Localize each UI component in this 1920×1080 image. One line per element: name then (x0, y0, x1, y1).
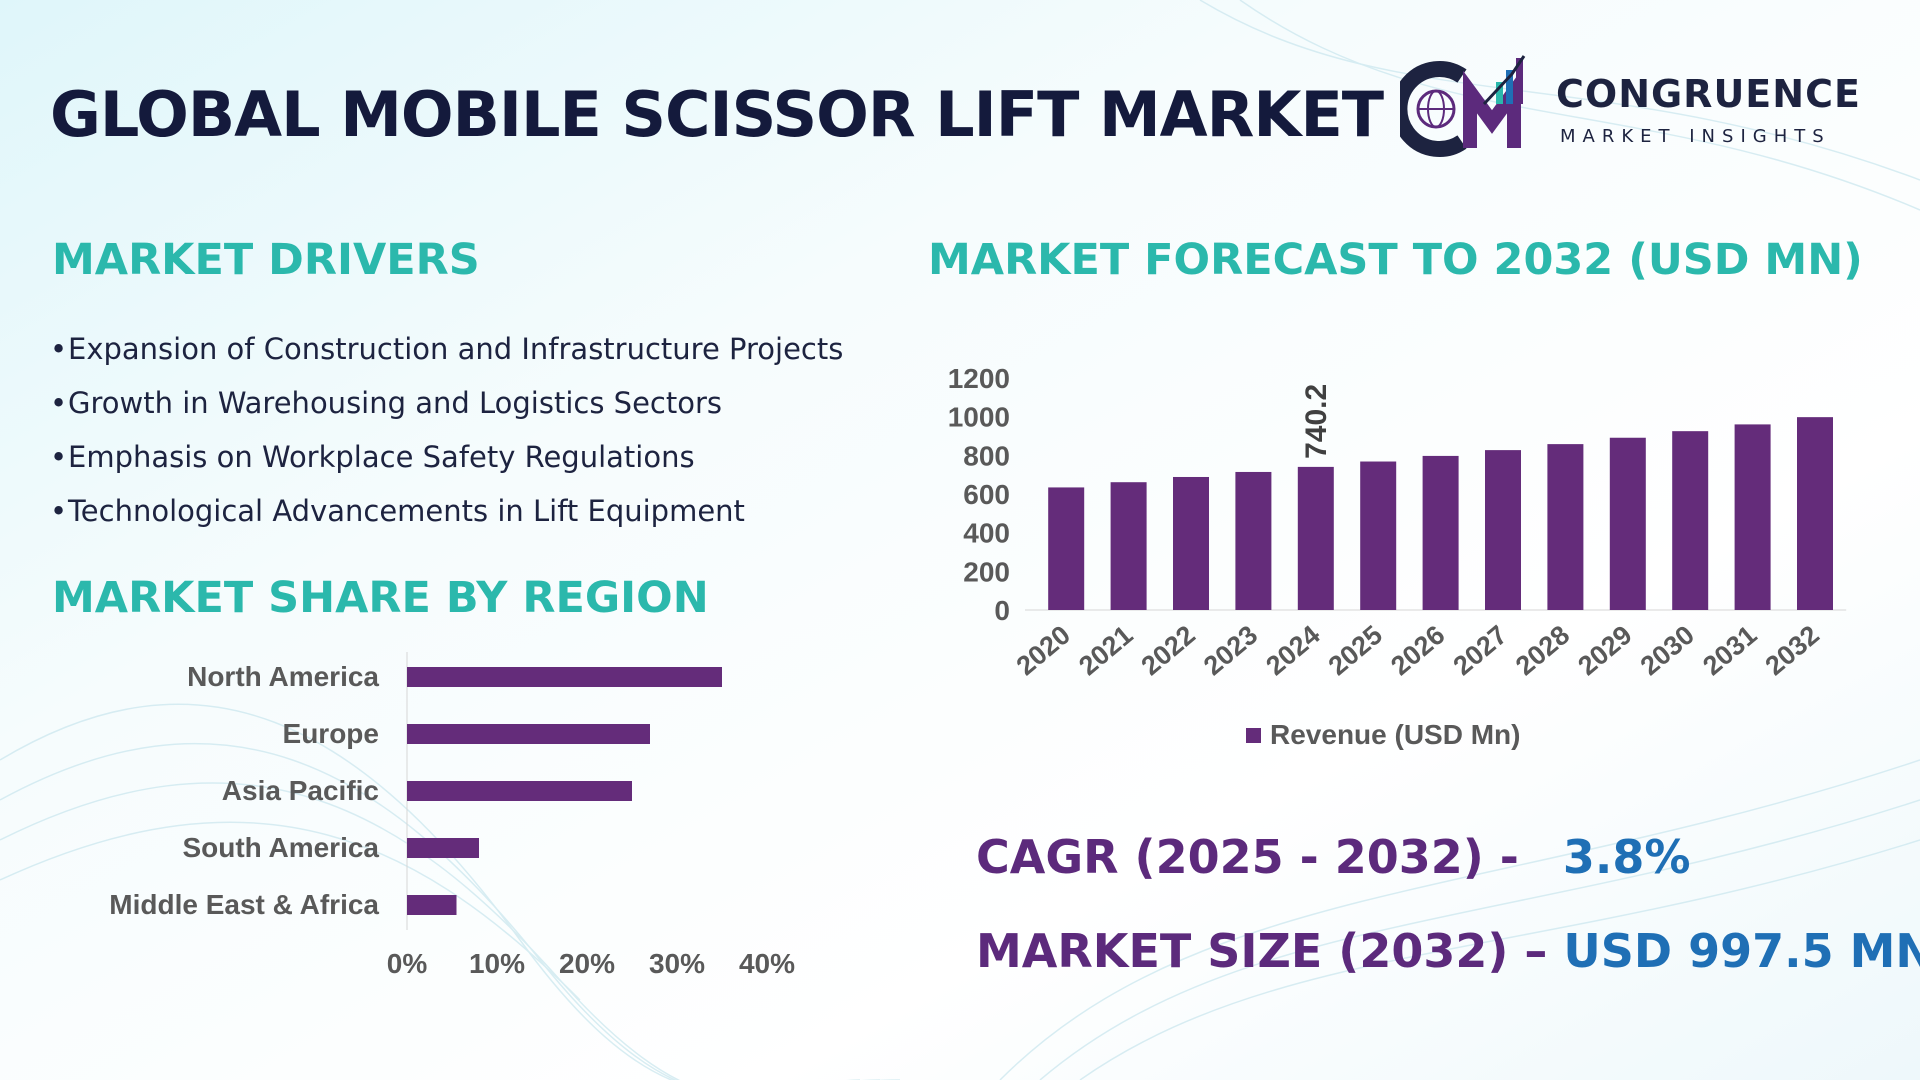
forecast-bar (1110, 482, 1147, 610)
forecast-x-tick-label: 2020 (1011, 620, 1076, 682)
forecast-chart: 0200400600800100012002020202120222023202… (948, 363, 1847, 750)
region-heading: MARKET SHARE BY REGION (52, 573, 709, 623)
forecast-bar (1609, 437, 1646, 610)
forecast-bar (1297, 466, 1334, 610)
region-category-label: North America (187, 661, 379, 692)
region-bar (407, 895, 457, 915)
forecast-x-tick-label: 2021 (1073, 620, 1138, 682)
region-bar (407, 838, 479, 858)
forecast-x-tick-label: 2022 (1136, 620, 1201, 682)
market-size-stat: MARKET SIZE (2032) – USD 997.5 MN (976, 924, 1920, 978)
driver-item: •Technological Advancements in Lift Equi… (50, 494, 745, 528)
driver-text: Growth in Warehousing and Logistics Sect… (68, 386, 723, 420)
region-x-tick-label: 30% (649, 948, 705, 979)
forecast-y-tick-label: 1200 (948, 363, 1010, 394)
drivers-list: •Expansion of Construction and Infrastru… (50, 322, 843, 538)
driver-text: Technological Advancements in Lift Equip… (68, 494, 745, 528)
region-category-label: Asia Pacific (222, 775, 379, 806)
region-category-label: South America (182, 832, 379, 863)
region-x-tick-label: 0% (387, 948, 428, 979)
forecast-bar (1360, 461, 1397, 610)
driver-item: •Expansion of Construction and Infrastru… (50, 332, 844, 366)
forecast-x-tick-label: 2032 (1760, 620, 1825, 682)
forecast-x-tick-label: 2025 (1323, 620, 1388, 682)
drivers-heading: MARKET DRIVERS (52, 235, 480, 285)
driver-text: Expansion of Construction and Infrastruc… (68, 332, 844, 366)
forecast-x-tick-label: 2028 (1510, 620, 1575, 682)
forecast-y-tick-label: 200 (963, 556, 1010, 587)
driver-item: •Emphasis on Workplace Safety Regulation… (50, 440, 695, 474)
forecast-bar (1048, 487, 1085, 610)
cagr-value: 3.8% (1562, 830, 1691, 884)
forecast-bar (1734, 424, 1771, 610)
forecast-bar (1173, 476, 1209, 610)
forecast-y-tick-label: 400 (963, 518, 1010, 549)
driver-item: •Growth in Warehousing and Logistics Sec… (50, 386, 723, 420)
page-title: GLOBAL MOBILE SCISSOR LIFT MARKET (50, 78, 1384, 151)
forecast-bar (1235, 471, 1272, 610)
forecast-data-label: 740.2 (1300, 384, 1333, 459)
region-category-label: Europe (283, 718, 379, 749)
legend-label: Revenue (USD Mn) (1270, 719, 1520, 750)
forecast-bar (1672, 431, 1709, 610)
forecast-x-tick-label: 2030 (1635, 620, 1700, 682)
forecast-bar (1547, 444, 1584, 610)
forecast-x-tick-label: 2031 (1697, 620, 1762, 682)
region-share-chart: North America Europe Asia Pacific South Ame… (109, 652, 795, 979)
forecast-x-tick-label: 2023 (1198, 620, 1263, 682)
logo: CONGRUENCE MARKET INSIGHTS (1391, 52, 1880, 162)
logo-tagline: MARKET INSIGHTS (1560, 126, 1831, 147)
forecast-y-tick-label: 0 (994, 595, 1010, 626)
forecast-bar (1422, 455, 1459, 610)
forecast-x-tick-label: 2024 (1260, 620, 1325, 682)
forecast-bar (1797, 417, 1833, 610)
forecast-x-tick-label: 2029 (1572, 620, 1637, 682)
forecast-heading: MARKET FORECAST TO 2032 (USD MN) (928, 235, 1863, 285)
cagr-label: CAGR (2025 - 2032) - (976, 830, 1519, 884)
forecast-x-tick-label: 2026 (1385, 620, 1450, 682)
forecast-x-tick-label: 2027 (1448, 620, 1513, 682)
logo-name: CONGRUENCE (1556, 72, 1861, 116)
driver-text: Emphasis on Workplace Safety Regulations (68, 440, 695, 474)
region-x-tick-label: 40% (739, 948, 795, 979)
region-bar (407, 667, 722, 687)
cagr-stat: CAGR (2025 - 2032) - 3.8% (976, 830, 1690, 884)
forecast-y-tick-label: 1000 (948, 402, 1010, 433)
region-x-tick-label: 20% (559, 948, 615, 979)
forecast-bar (1485, 450, 1521, 610)
forecast-y-tick-label: 600 (963, 479, 1010, 510)
region-bar (407, 781, 632, 801)
market-size-value: USD 997.5 MN (1563, 924, 1920, 978)
region-category-label: Middle East & Africa (109, 889, 379, 920)
market-size-label: MARKET SIZE (2032) – (976, 924, 1548, 978)
legend-swatch (1246, 728, 1261, 743)
region-x-tick-label: 10% (469, 948, 525, 979)
logo-mark-icon (1391, 55, 1526, 157)
forecast-y-tick-label: 800 (963, 440, 1010, 471)
region-bar (407, 724, 650, 744)
